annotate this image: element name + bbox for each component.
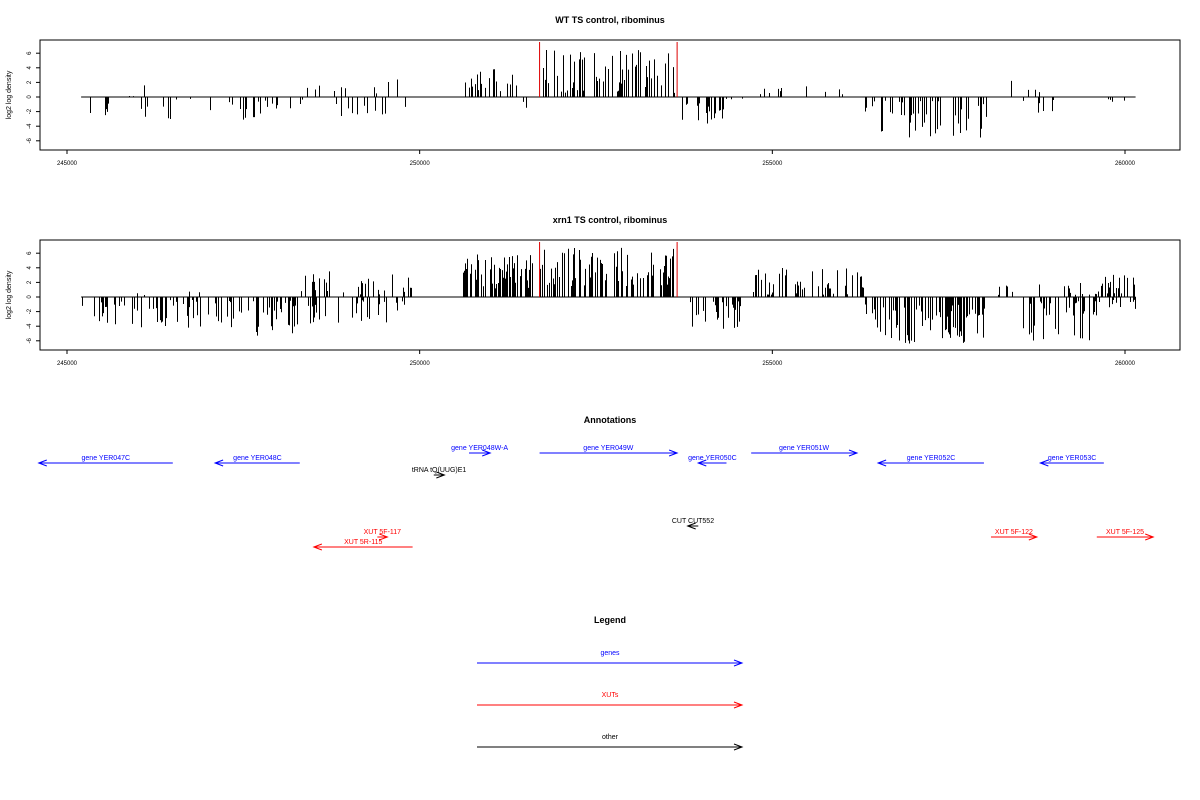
x-tick-label: 255000 (762, 361, 783, 367)
feature-label: gene YER050C (688, 455, 737, 462)
feature-arrowhead (848, 449, 859, 457)
marker-lines-xrn1 (539, 242, 678, 297)
feature-arrowhead (213, 459, 224, 467)
y-tick-label: 6 (27, 251, 33, 255)
feature-label: gene YER051W (779, 445, 829, 452)
x-tick-label: 260000 (1115, 161, 1136, 167)
y-tick-label: 0 (27, 95, 33, 99)
feature-arrowhead (733, 659, 744, 667)
y-axis-label-xrn1: log2 log density (6, 270, 13, 319)
y-axis-label-wt: log2 log density (6, 70, 13, 119)
density-bars-wt (81, 50, 1136, 138)
legend-item: other (477, 734, 744, 751)
annotation-feature: XUT 5F-125 (1096, 529, 1155, 541)
feature-arrowhead (686, 522, 696, 530)
feature-arrowhead (733, 743, 744, 751)
annotation-feature: gene YER050C (688, 455, 737, 467)
feature-arrowhead (696, 459, 707, 467)
track-panel-wt: WT TS control, ribominus log2 log densit… (6, 15, 1181, 167)
annotation-feature: XUT 5R-115 (312, 539, 413, 551)
track-panel-xrn1: xrn1 TS control, ribominus log2 log dens… (6, 215, 1181, 367)
feature-arrowhead (379, 533, 389, 541)
feature-arrowhead (1028, 533, 1039, 541)
x-axis-xrn1: 245000 250000 255000 260000 (57, 350, 1136, 367)
annotation-feature: XUT 5F-122 (990, 529, 1039, 541)
feature-arrowhead (668, 449, 679, 457)
y-axis-wt: -6 -4 -2 0 2 4 6 (27, 51, 40, 143)
y-tick-label: 2 (27, 80, 33, 84)
annotations-panel: Annotations gene YER047C gene YER048C tRNA… (37, 415, 1155, 551)
x-tick-label: 260000 (1115, 361, 1136, 367)
track-title-xrn1: xrn1 TS control, ribominus (553, 215, 668, 225)
feature-label: XUT 5F-117 (364, 529, 402, 536)
annotation-features: gene YER047C gene YER048C tRNA tQ(UUG)E1 ge… (37, 445, 1155, 551)
feature-arrowhead (1145, 533, 1155, 541)
x-tick-label: 245000 (57, 361, 78, 367)
annotation-feature: gene YER052C (876, 455, 984, 467)
feature-arrowhead (312, 543, 323, 551)
annotation-feature: XUT 5F-117 (364, 529, 402, 541)
annotation-feature: gene YER048C (213, 455, 300, 467)
feature-label: gene YER048C (233, 455, 282, 462)
feature-arrowhead (733, 701, 744, 709)
annotation-feature: CUT CUT552 (672, 518, 714, 530)
feature-arrowhead (1038, 459, 1049, 467)
y-tick-label: -6 (27, 337, 33, 343)
feature-label: XUT 5F-125 (1106, 529, 1144, 536)
y-tick-label: 0 (27, 295, 33, 299)
feature-label: gene YER053C (1048, 455, 1097, 462)
annotations-title: Annotations (584, 415, 637, 425)
x-axis-wt: 245000 250000 255000 260000 (57, 150, 1136, 167)
feature-arrowhead (436, 471, 446, 479)
y-tick-label: 6 (27, 51, 33, 55)
feature-label: gene YER052C (907, 455, 956, 462)
legend-item: XUTs (477, 692, 744, 709)
y-tick-label: -6 (27, 137, 33, 143)
legend-title: Legend (594, 615, 626, 625)
plot-frame-xrn1 (39, 239, 1181, 351)
y-tick-label: 4 (27, 265, 33, 269)
x-tick-label: 245000 (57, 161, 78, 167)
track-title-wt: WT TS control, ribominus (555, 15, 665, 25)
annotation-feature: tRNA tQ(UUG)E1 (412, 467, 467, 479)
x-tick-label: 250000 (410, 161, 431, 167)
marker-lines-wt (539, 42, 678, 97)
legend-items: genes XUTs other (477, 650, 744, 751)
y-tick-label: 4 (27, 65, 33, 69)
y-tick-label: -2 (27, 108, 33, 114)
annotation-feature: gene YER048W-A (451, 445, 508, 457)
y-tick-label: -4 (27, 323, 33, 329)
y-tick-label: -2 (27, 308, 33, 314)
feature-arrowhead (876, 459, 887, 467)
plot-frame-wt (39, 39, 1181, 151)
feature-label: XUT 5R-115 (344, 539, 382, 546)
legend-panel: Legend genes XUTs other (477, 615, 744, 751)
density-bars-xrn1 (81, 247, 1136, 344)
x-tick-label: 250000 (410, 361, 431, 367)
feature-arrowhead (482, 449, 492, 457)
legend-item: genes (477, 650, 744, 667)
annotation-feature: gene YER049W (539, 445, 679, 457)
y-tick-label: -4 (27, 123, 33, 129)
feature-arrowhead (37, 459, 47, 467)
feature-label: CUT CUT552 (672, 518, 714, 525)
annotation-feature: gene YER047C (37, 455, 173, 467)
y-axis-xrn1: -6 -4 -2 0 2 4 6 (27, 251, 40, 343)
legend-label: genes (600, 650, 620, 657)
annotation-feature: gene YER051W (751, 445, 859, 457)
feature-label: gene YER049W (583, 445, 633, 452)
feature-label: gene YER048W-A (451, 445, 508, 452)
feature-label: gene YER047C (82, 455, 131, 462)
legend-label: other (602, 734, 619, 741)
legend-label: XUTs (602, 692, 619, 699)
x-tick-label: 255000 (762, 161, 783, 167)
feature-label: tRNA tQ(UUG)E1 (412, 467, 467, 474)
annotation-feature: gene YER053C (1038, 455, 1104, 467)
y-tick-label: 2 (27, 280, 33, 284)
feature-label: XUT 5F-122 (995, 529, 1033, 536)
